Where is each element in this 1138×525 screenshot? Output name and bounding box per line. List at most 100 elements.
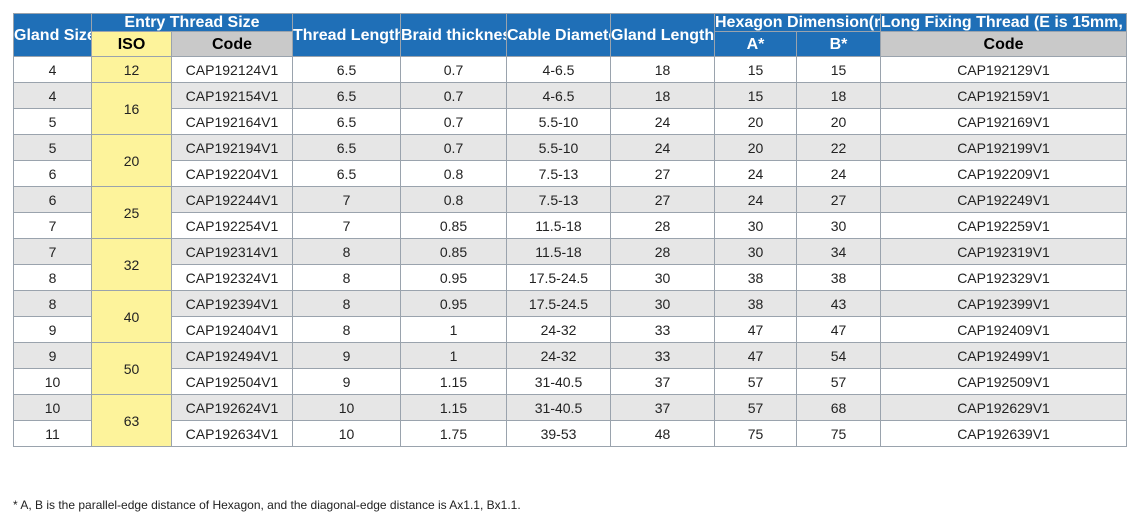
cell-long-code: CAP192509V1 [880, 368, 1128, 395]
cell-gland-length: 28 [610, 238, 715, 265]
table-row: 6 CAP192204V1 6.5 0.8 7.5-13 27 24 24 CAP192209V… [13, 160, 1128, 187]
cell-long-code: CAP192409V1 [880, 316, 1128, 343]
cell-iso: 63 [91, 394, 172, 447]
cell-braid-thickness: 1.75 [400, 420, 507, 447]
cell-hex-b: 75 [795, 420, 882, 447]
cell-gland-size: 10 [13, 368, 92, 395]
cell-gland-length: 24 [610, 134, 715, 161]
cell-braid-thickness: 0.95 [400, 290, 507, 317]
cell-hex-b: 68 [795, 394, 882, 421]
cell-long-code: CAP192629V1 [880, 394, 1128, 421]
cell-gland-length: 30 [610, 264, 715, 291]
cell-code: CAP192154V1 [171, 82, 293, 109]
cell-hex-b: 18 [795, 82, 882, 109]
cell-hex-b: 20 [795, 108, 882, 135]
table-row: 7 32 CAP192314V1 8 0.85 11.5-18 28 30 34 CAP19231… [13, 238, 1128, 291]
cell-gland-length: 30 [610, 290, 715, 317]
cell-cable-diameter: 31-40.5 [506, 368, 611, 395]
cell-iso: 32 [91, 238, 172, 291]
table-row: 7 CAP192254V1 7 0.85 11.5-18 28 30 30 CAP192259V… [13, 212, 1128, 239]
cell-hex-a: 30 [714, 238, 797, 265]
cell-gland-length: 37 [610, 394, 715, 421]
cell-gland-size: 4 [13, 56, 92, 83]
cell-thread-length: 6.5 [292, 56, 401, 83]
cell-hex-b: 57 [795, 368, 882, 395]
header-cable-diameter: Cable Diameter (mm) [506, 13, 611, 57]
cell-gland-length: 33 [610, 316, 715, 343]
footnote: * A, B is the parallel-edge distance of … [13, 498, 521, 512]
header-braid-thickness: Braid thickness (mm) [400, 13, 507, 57]
header-iso: ISO [91, 31, 172, 57]
cell-thread-length: 8 [292, 264, 401, 291]
cell-thread-length: 10 [292, 420, 401, 447]
cell-braid-thickness: 0.85 [400, 212, 507, 239]
cell-braid-thickness: 0.7 [400, 134, 507, 161]
cell-code: CAP192314V1 [171, 238, 293, 265]
cell-braid-thickness: 0.7 [400, 82, 507, 109]
cell-hex-a: 15 [714, 82, 797, 109]
cell-cable-diameter: 5.5-10 [506, 108, 611, 135]
cell-iso: 16 [91, 82, 172, 135]
cell-cable-diameter: 4-6.5 [506, 82, 611, 109]
cell-code: CAP192494V1 [171, 342, 293, 369]
table-row: 8 40 CAP192394V1 8 0.95 17.5-24.5 30 38 43 CAP192… [13, 290, 1128, 343]
cell-thread-length: 9 [292, 368, 401, 395]
cell-cable-diameter: 5.5-10 [506, 134, 611, 161]
cell-long-code: CAP192319V1 [880, 238, 1128, 265]
header-entry-thread-size: Entry Thread Size [91, 13, 293, 32]
cell-code: CAP192504V1 [171, 368, 293, 395]
header-long-code: Code [880, 31, 1128, 57]
cell-hex-a: 30 [714, 212, 797, 239]
cell-cable-diameter: 39-53 [506, 420, 611, 447]
cell-cable-diameter: 17.5-24.5 [506, 264, 611, 291]
cell-hex-b: 34 [795, 238, 882, 265]
table-row: 5 CAP192164V1 6.5 0.7 5.5-10 24 20 20 CAP192169V… [13, 108, 1128, 135]
cell-braid-thickness: 0.95 [400, 264, 507, 291]
cell-hex-b: 54 [795, 342, 882, 369]
cell-hex-a: 24 [714, 186, 797, 213]
table-row: 8 CAP192324V1 8 0.95 17.5-24.5 30 38 38 CAP19232… [13, 264, 1128, 291]
cell-code: CAP192194V1 [171, 134, 293, 161]
cell-iso: 50 [91, 342, 172, 395]
header-thread-length: Thread Length ‘E’ (mm) ISO/ NPT [292, 13, 401, 57]
cell-hex-a: 47 [714, 316, 797, 343]
cell-code: CAP192124V1 [171, 56, 293, 83]
cell-long-code: CAP192129V1 [880, 56, 1128, 83]
cell-cable-diameter: 31-40.5 [506, 394, 611, 421]
cell-braid-thickness: 0.8 [400, 186, 507, 213]
cell-code: CAP192404V1 [171, 316, 293, 343]
cell-cable-diameter: 24-32 [506, 316, 611, 343]
header-long-fixing-thread: Long Fixing Thread (E is 15mm, Stainless… [880, 13, 1128, 32]
cell-thread-length: 9 [292, 342, 401, 369]
cell-braid-thickness: 1 [400, 342, 507, 369]
cell-gland-size: 6 [13, 186, 92, 213]
cell-hex-a: 57 [714, 368, 797, 395]
cell-gland-length: 28 [610, 212, 715, 239]
cell-gland-size: 4 [13, 82, 92, 109]
cell-long-code: CAP192639V1 [880, 420, 1128, 447]
cell-iso: 25 [91, 186, 172, 239]
cell-braid-thickness: 0.7 [400, 56, 507, 83]
cell-code: CAP192624V1 [171, 394, 293, 421]
cell-gland-size: 7 [13, 212, 92, 239]
cell-thread-length: 6.5 [292, 134, 401, 161]
cell-gland-length: 24 [610, 108, 715, 135]
cell-braid-thickness: 1.15 [400, 394, 507, 421]
cell-long-code: CAP192329V1 [880, 264, 1128, 291]
cell-thread-length: 6.5 [292, 160, 401, 187]
header-code: Code [171, 31, 293, 57]
cell-thread-length: 8 [292, 316, 401, 343]
cell-code: CAP192244V1 [171, 186, 293, 213]
cell-gland-size: 6 [13, 160, 92, 187]
cell-thread-length: 6.5 [292, 82, 401, 109]
cell-long-code: CAP192169V1 [880, 108, 1128, 135]
cell-code: CAP192204V1 [171, 160, 293, 187]
cell-gland-length: 18 [610, 56, 715, 83]
table-row: 6 25 CAP192244V1 7 0.8 7.5-13 27 24 27 CAP192249V… [13, 186, 1128, 239]
table-row: 9 50 CAP192494V1 9 1 24-32 33 47 54 CAP192499V1 [13, 342, 1128, 395]
cell-long-code: CAP192259V1 [880, 212, 1128, 239]
cell-hex-b: 27 [795, 186, 882, 213]
cell-iso: 40 [91, 290, 172, 343]
cell-braid-thickness: 1.15 [400, 368, 507, 395]
cell-hex-a: 38 [714, 264, 797, 291]
